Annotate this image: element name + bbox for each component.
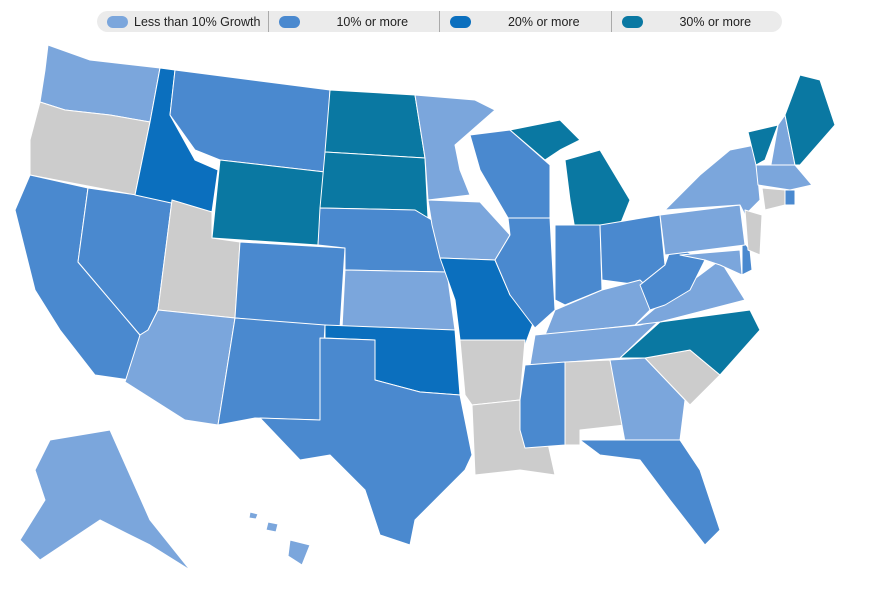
state-shape (234, 241, 346, 329)
state-shape (494, 217, 556, 329)
state-shape (784, 189, 796, 206)
state-il (494, 217, 556, 329)
state-shape (259, 337, 473, 546)
state-mi (509, 119, 631, 231)
state-shape (427, 199, 511, 261)
legend-label: 10% or more (336, 14, 409, 29)
state-wy (211, 159, 326, 246)
legend-label: 30% or more (679, 14, 752, 29)
state-nj (744, 209, 763, 256)
state-shape (19, 429, 191, 571)
state-ny (664, 144, 761, 216)
legend-label: Less than 10% Growth (134, 14, 261, 29)
state-shape (664, 144, 761, 216)
state-shape (287, 539, 311, 566)
state-shape (619, 309, 761, 376)
state-shape (784, 74, 836, 166)
state-shape (217, 317, 326, 426)
state-hi (248, 511, 311, 566)
state-ak (19, 429, 191, 571)
state-shape (459, 339, 526, 406)
state-mt (169, 69, 331, 173)
state-md (679, 249, 743, 276)
state-ri (784, 189, 796, 206)
state-tx (259, 337, 473, 546)
legend-item-10-or-more: 10% or more (267, 11, 440, 32)
legend-swatch (450, 15, 471, 28)
state-shape (639, 244, 706, 311)
state-mn (414, 94, 496, 201)
state-ms (519, 361, 566, 449)
state-fl (579, 439, 721, 546)
state-tn (529, 319, 661, 366)
legend-swatch (107, 15, 128, 28)
state-pa (659, 204, 746, 256)
state-shape (211, 159, 326, 246)
legend-item-20-or-more: 20% or more (439, 11, 611, 32)
legend-item-less-than-10: Less than 10% Growth (97, 11, 268, 32)
state-shape (659, 204, 746, 256)
state-me (784, 74, 836, 166)
legend-swatch (621, 15, 643, 28)
state-shape (519, 361, 566, 449)
state-shape (529, 319, 661, 366)
legend-item-30-or-more: 30% or more (610, 11, 783, 32)
state-shape (324, 89, 426, 159)
state-nm (217, 317, 326, 426)
state-shape (169, 69, 331, 173)
state-shape (414, 94, 496, 201)
state-shape (265, 521, 279, 533)
state-ks (341, 269, 456, 331)
state-ia (427, 199, 511, 261)
state-nc (619, 309, 761, 376)
state-shape (248, 511, 259, 520)
state-vt (747, 124, 779, 166)
state-shape (744, 209, 763, 256)
state-shape (564, 149, 631, 231)
state-shape (747, 124, 779, 166)
state-shape (761, 187, 786, 211)
map-legend: Less than 10% Growth 10% or more 20% or … (97, 11, 782, 32)
state-ar (459, 339, 526, 406)
legend-label: 20% or more (507, 14, 580, 29)
state-shape (755, 164, 813, 191)
state-nd (324, 89, 426, 159)
state-ma (755, 164, 813, 191)
state-co (234, 241, 346, 329)
state-shape (579, 439, 721, 546)
state-ct (761, 187, 786, 211)
state-wv (639, 244, 706, 311)
state-shape (341, 269, 456, 331)
legend-swatch (278, 15, 300, 28)
state-shape (679, 249, 743, 276)
state-shape (509, 119, 581, 161)
